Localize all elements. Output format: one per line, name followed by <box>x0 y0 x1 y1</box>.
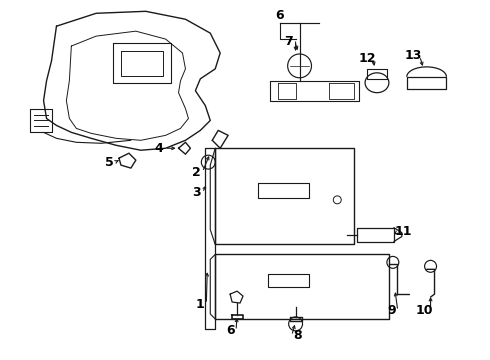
Text: 12: 12 <box>358 53 376 66</box>
Text: 7: 7 <box>284 35 293 48</box>
Text: 3: 3 <box>192 186 201 199</box>
Text: 6: 6 <box>226 324 234 337</box>
Text: 4: 4 <box>154 142 163 155</box>
Text: 11: 11 <box>395 225 413 238</box>
Text: 5: 5 <box>105 156 113 168</box>
Text: 8: 8 <box>294 329 302 342</box>
Text: 1: 1 <box>196 297 205 311</box>
Text: 10: 10 <box>416 305 433 318</box>
Text: 6: 6 <box>275 9 284 22</box>
Text: 9: 9 <box>388 305 396 318</box>
Text: 13: 13 <box>405 49 422 63</box>
Text: 2: 2 <box>192 166 201 179</box>
